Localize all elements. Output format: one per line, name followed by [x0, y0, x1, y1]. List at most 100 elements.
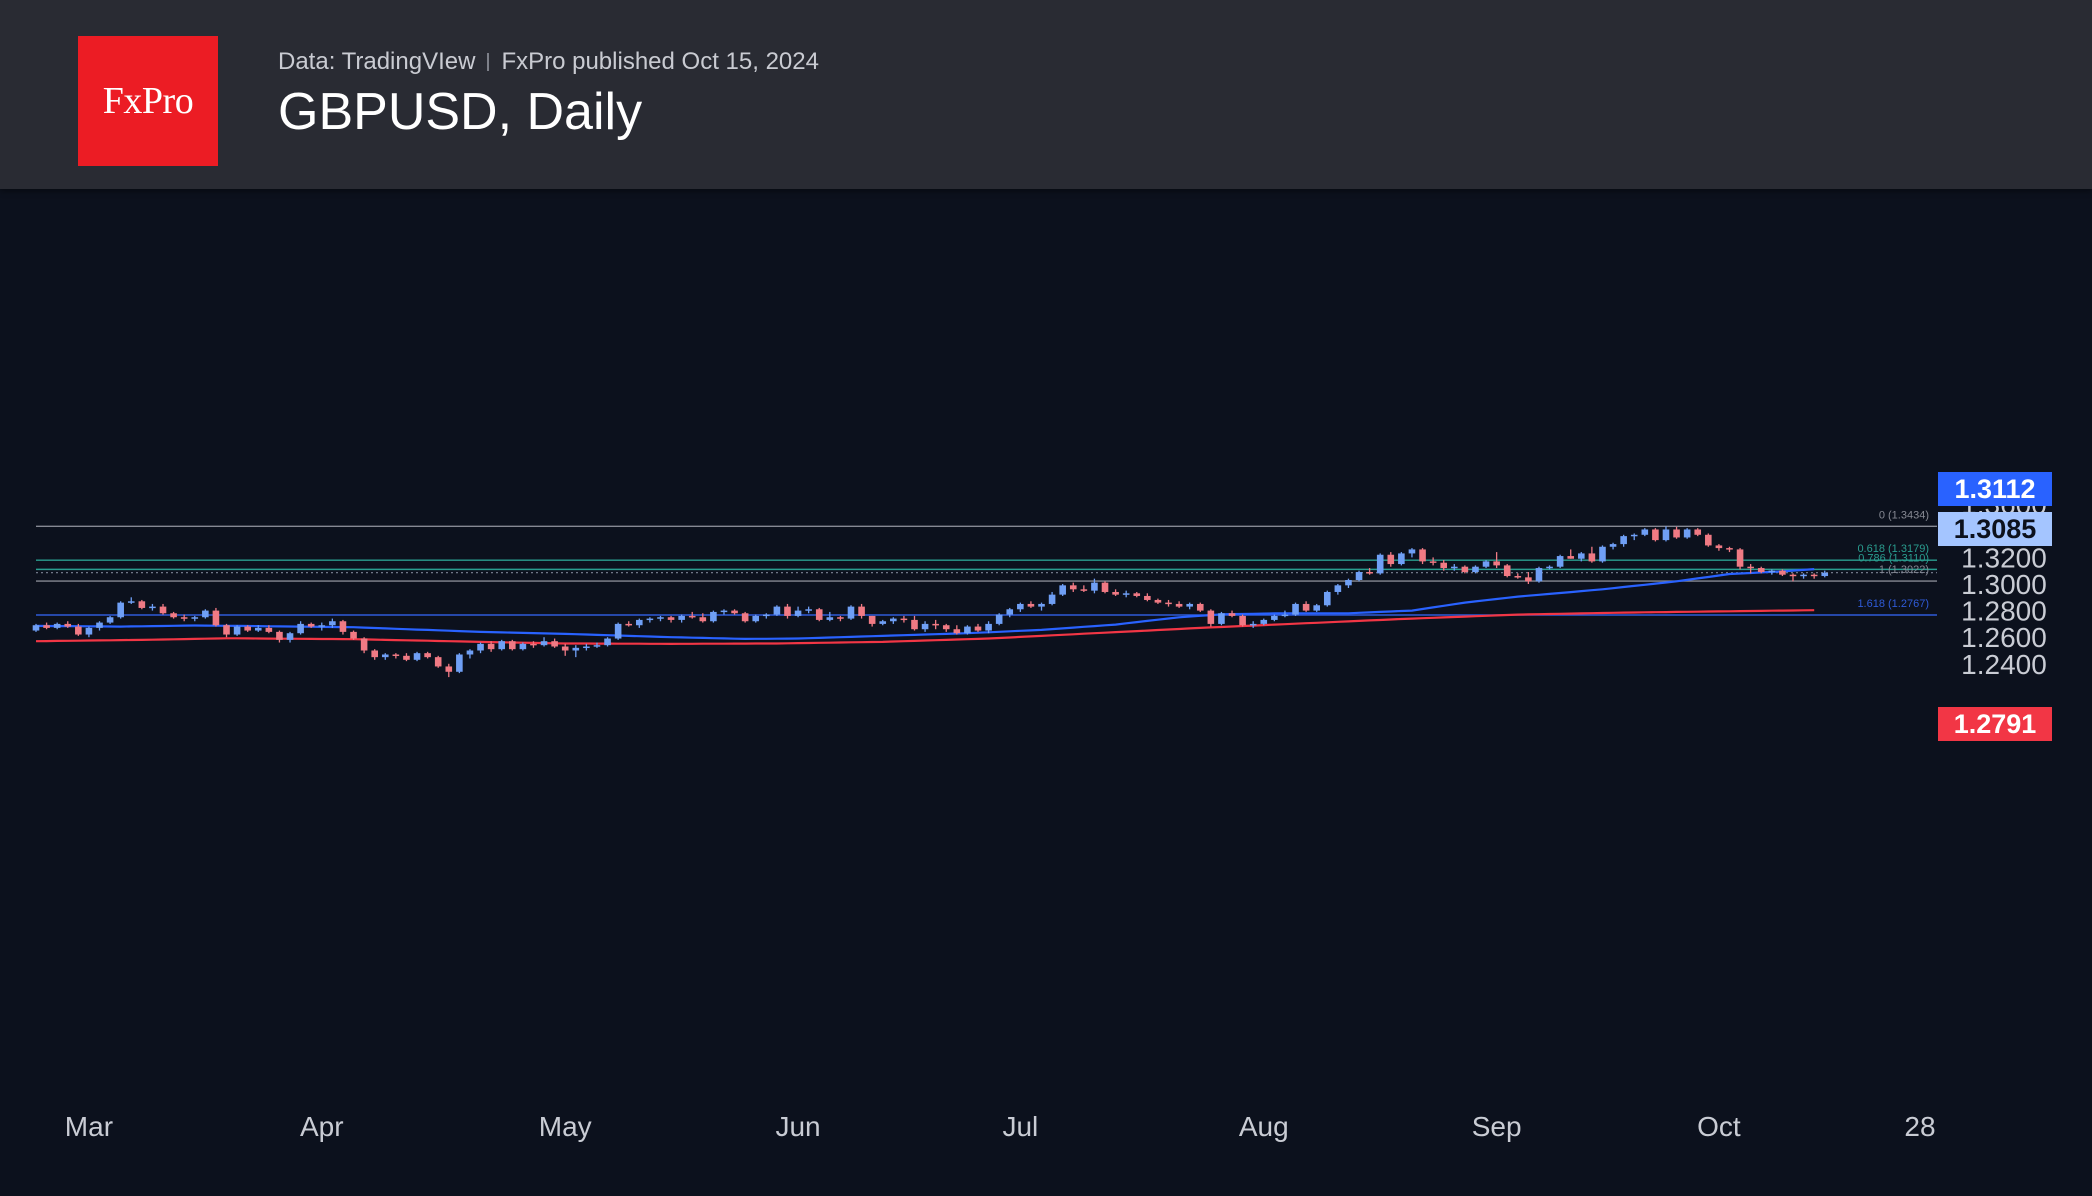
candle-bullish [53, 622, 61, 630]
candle-bearish [223, 623, 230, 638]
candle-bearish [1366, 568, 1373, 575]
candle-bearish [1419, 548, 1426, 565]
candle-body [244, 626, 251, 631]
candle-bullish [985, 621, 992, 634]
candle-bearish [43, 622, 50, 630]
candle-body [1292, 603, 1299, 615]
candle-bullish [847, 605, 855, 620]
candle-bearish [900, 615, 908, 623]
candle-bullish [1662, 526, 1670, 542]
candle-body [1609, 544, 1617, 547]
candle-bearish [1239, 614, 1246, 627]
candle-body [487, 643, 495, 650]
candle-body [1408, 549, 1416, 554]
candle-bearish [784, 603, 791, 619]
candle-bullish [593, 642, 601, 648]
candle-body [583, 646, 590, 649]
candle-body [1683, 529, 1691, 538]
candle-body [64, 623, 72, 627]
candle-body [625, 623, 633, 626]
x-tick-label: Jul [1002, 1111, 1038, 1142]
candle-bullish [318, 622, 326, 631]
candle-bearish [170, 611, 177, 619]
candle-bullish [720, 609, 728, 615]
candle-body [1302, 603, 1310, 611]
candle-body [699, 617, 707, 622]
candle-bearish [1567, 549, 1575, 559]
candle-body [1249, 623, 1257, 626]
candle-body [1652, 529, 1659, 541]
candle-bullish [1376, 553, 1384, 575]
candle-bearish [360, 637, 368, 654]
candle-bullish [636, 618, 643, 628]
candle-bullish [149, 603, 156, 611]
candle-body [1419, 549, 1426, 562]
candle-bearish [911, 615, 918, 631]
candle-body [911, 619, 918, 630]
candle-bearish [212, 607, 220, 627]
candle-bearish [403, 653, 410, 662]
x-tick-label: Sep [1472, 1111, 1522, 1142]
candle-body [519, 643, 527, 650]
candle-bearish [1810, 573, 1818, 579]
candle-body [265, 627, 273, 632]
candle-bullish [710, 610, 717, 623]
candle-bullish [1271, 614, 1278, 622]
candle-bearish [138, 599, 146, 610]
candle-bullish [1334, 584, 1342, 595]
candle-body [1366, 572, 1373, 574]
candle-body [1112, 591, 1119, 595]
candle-bearish [551, 638, 558, 648]
candle-body [1800, 574, 1807, 577]
candle-bullish [1281, 610, 1289, 618]
candle-bullish [413, 651, 421, 662]
candle-bullish [794, 606, 802, 618]
candle-bearish [445, 663, 453, 678]
x-tick-label: Aug [1239, 1111, 1289, 1142]
candle-body [847, 606, 855, 619]
candle-body [75, 626, 82, 635]
candle-body [392, 654, 400, 656]
candle-bullish [85, 626, 93, 638]
candle-body [1207, 610, 1215, 624]
candle-bullish [1472, 565, 1479, 574]
candle-bullish [1578, 552, 1585, 562]
candle-body [297, 623, 304, 634]
candle-bearish [1789, 573, 1797, 582]
candle-bullish [1630, 533, 1638, 541]
candle-body [85, 627, 93, 635]
candle-body [1154, 599, 1162, 603]
candle-bearish [561, 643, 569, 656]
x-tick-label: Oct [1697, 1111, 1741, 1142]
candle-body [276, 631, 283, 640]
candle-bearish [1493, 552, 1500, 569]
candle-body [868, 615, 876, 624]
candle-bearish [244, 625, 251, 632]
x-tick-label: Mar [65, 1111, 113, 1142]
candle-bearish [1694, 528, 1702, 537]
candle-bearish [1196, 602, 1204, 612]
candle-bearish [434, 655, 442, 668]
candle-bearish [1080, 585, 1088, 592]
candle-bullish [572, 645, 580, 658]
candle-body [424, 653, 431, 658]
candle-bearish [1673, 526, 1680, 539]
candle-body [434, 657, 442, 667]
candle-body [1482, 561, 1490, 567]
candle-body [657, 617, 664, 619]
candle-body [1578, 553, 1585, 559]
candle-body [254, 627, 262, 631]
candle-body [879, 621, 887, 624]
candle-body [741, 613, 749, 622]
candle-bearish [1525, 572, 1532, 584]
candle-bullish [1800, 573, 1807, 579]
candle-bullish [1408, 548, 1416, 558]
candle-body [1048, 594, 1056, 604]
candle-bullish [32, 623, 40, 632]
candle-body [1630, 534, 1638, 537]
candle-bearish [530, 641, 537, 648]
candle-bearish [1747, 564, 1754, 574]
candle-bearish [1101, 581, 1109, 594]
candle-bearish [1461, 565, 1469, 574]
